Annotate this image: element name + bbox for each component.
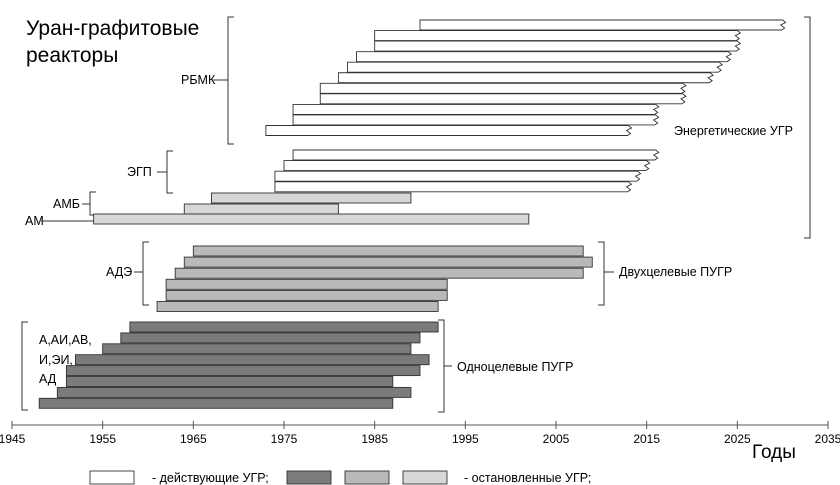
bar-group5-row1 [120,332,421,344]
bars [38,19,787,409]
bar-group1-row0 [292,149,660,161]
legend-swatch-single_purpose [286,470,332,485]
bar-group5-row5 [65,376,394,387]
x-tick-label-1955: 1955 [89,432,116,446]
bracket-egp [157,150,173,194]
bar-group4-row4 [165,289,448,301]
bar-group4-row3 [165,278,448,290]
legend-swatch-experimental [402,470,448,485]
bar-group0-row8 [292,103,660,115]
x-tick-label-1945: 1945 [0,432,26,446]
x-tick-label-1995: 1995 [452,432,479,446]
x-tick-label-1985: 1985 [361,432,388,446]
bar-group4-row5 [156,301,439,312]
chart-title-line-2: реакторы [26,44,118,67]
bar-group0-row9 [292,114,660,126]
x-tick-label-2015: 2015 [633,432,660,446]
group-label-single-purpose-line-2: И,ЭИ, [39,353,73,367]
x-axis-label: Годы [752,442,796,463]
bar-group5-row0 [129,321,439,333]
legend: - действующие УГР; - остановленные УГР; [89,470,591,485]
x-tick-label-2035: 2035 [815,432,840,446]
group-label-egp: ЭГП [127,165,152,179]
bar-group0-row0 [419,19,787,31]
group-label-single-purpose-line-1: А,АИ,АВ, [39,333,92,347]
bracket-single-purpose [21,321,28,411]
group-label-am: АМ [25,214,44,228]
bar-group3-row0 [93,213,530,225]
bracket-power [804,16,811,239]
category-label-dual-purpose: Двухцелевые ПУГР [619,265,732,279]
bracket-dual-purpose [598,241,614,306]
bracket-single-purpose-right [438,319,452,413]
legend-label-operating: - действующие УГР; [152,471,269,485]
category-label-single-purpose: Одноцелевые ПУГР [457,360,573,374]
bracket-ade [134,241,149,306]
bar-group2-row1 [183,203,339,215]
bar-group0-row5 [337,72,714,84]
bar-group0-row7 [319,93,687,105]
group-label-rbmk: РБМК [181,73,216,87]
legend-swatch-operating [89,470,135,485]
bar-group5-row6 [56,386,412,398]
bar-group5-row2 [102,343,412,355]
bar-group0-row3 [356,51,733,63]
x-tick-label-1975: 1975 [271,432,298,446]
group-brackets [21,16,811,413]
bar-group4-row2 [174,267,584,279]
group-labels: РБМК ЭГП АМБ АМ АДЭ А,АИ,АВ, И,ЭИ, АД [25,73,216,386]
legend-swatch-dual_purpose [344,470,390,485]
bar-group5-row3 [75,354,430,366]
group-label-ade: АДЭ [106,265,132,279]
group-label-amb: АМБ [53,197,80,211]
chart-title-line-1: Уран-графитовые [26,17,199,40]
bar-group1-row2 [274,170,642,182]
category-labels: Энергетические УГР Двухцелевые ПУГР Одно… [457,124,793,374]
chart-title: Уран-графитовые реакторы [26,17,199,67]
bar-group1-row3 [274,181,633,193]
bar-group2-row0 [211,192,412,204]
x-axis: Годы 1945 1955 1965 1975 1985 1995 2005 2015 202… [0,421,840,463]
bar-group5-row7 [38,397,394,409]
x-tick-label-1965: 1965 [180,432,207,446]
bar-group4-row0 [192,245,584,257]
x-tick-label-2005: 2005 [543,432,570,446]
bar-group1-row1 [283,160,651,172]
bracket-rbmk [212,16,234,145]
category-label-power: Энергетические УГР [674,124,793,138]
bar-group0-row2 [374,40,742,52]
bar-group0-row6 [319,82,687,94]
legend-label-experimental: - остановленные УГР; [464,471,591,485]
bar-group5-row4 [65,365,421,377]
bar-group0-row4 [347,61,724,73]
bar-group0-row10 [265,125,633,136]
group-label-single-purpose-line-3: АД [39,372,57,386]
bar-group4-row1 [183,256,593,268]
bracket-amb [82,191,96,216]
x-tick-label-2025: 2025 [724,432,751,446]
bar-group0-row1 [374,30,742,41]
